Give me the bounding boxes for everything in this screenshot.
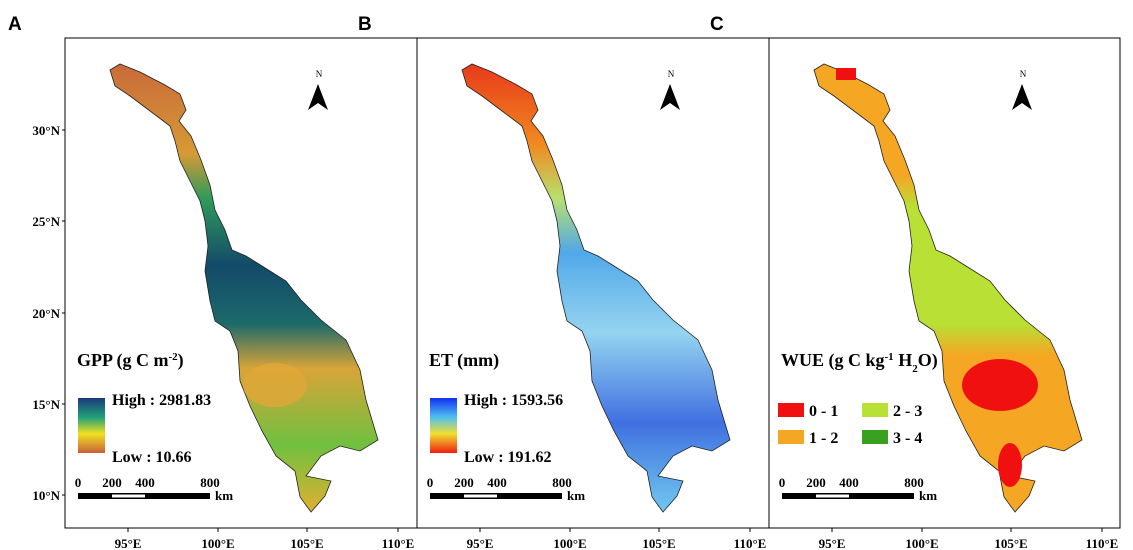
legend-title-part: -2 (169, 351, 179, 363)
x-axis-label: 105°E (642, 536, 675, 550)
legend-class: 3 - 4 (893, 430, 922, 447)
legend-title-part: O) (918, 350, 938, 371)
x-axis-label: 105°E (290, 536, 323, 550)
x-axis-label: 95°E (467, 536, 494, 550)
north-arrow (670, 84, 680, 110)
legend-high: High : 1593.56 (464, 392, 563, 409)
legend-class: 0 - 1 (809, 403, 838, 420)
legend-colorbar (430, 398, 457, 453)
north-arrow (1022, 84, 1032, 110)
north-label: N (668, 69, 675, 79)
legend-title-part: WUE (g C kg (781, 350, 885, 371)
legend-title: GPP (g C m-2) (77, 350, 184, 371)
scale-label: 800 (552, 475, 572, 490)
basin-map (813, 63, 1083, 513)
legend-high: High : 2981.83 (112, 392, 211, 409)
basin-map (461, 63, 731, 513)
scale-label: 800 (200, 475, 220, 490)
legend-class: 1 - 2 (809, 430, 838, 447)
legend-title-part: 2 (912, 363, 918, 375)
north-label: N (1020, 69, 1027, 79)
north-arrow (308, 84, 318, 110)
x-axis-label: 100°E (553, 536, 586, 550)
legend-swatch (778, 403, 804, 417)
y-axis-label: 25°N (32, 214, 60, 229)
scale-label: 400 (487, 475, 507, 490)
basin-map (109, 63, 379, 513)
scale-unit: km (215, 488, 233, 503)
north-arrow (660, 84, 670, 110)
scale-bar (112, 494, 145, 498)
panel-label: C (710, 14, 724, 35)
legend-low: Low : 10.66 (112, 449, 192, 466)
map-patch (962, 359, 1038, 411)
legend-swatch (862, 430, 888, 444)
map-patch (836, 68, 856, 80)
legend-title: ET (mm) (429, 350, 499, 371)
y-axis-label: 15°N (32, 397, 60, 412)
scale-label: 400 (135, 475, 155, 490)
scale-unit: km (567, 488, 585, 503)
legend-title-part: H (894, 350, 913, 370)
legend-swatch (778, 430, 804, 444)
north-arrow (1012, 84, 1022, 110)
panel-label: A (8, 14, 22, 35)
x-axis-label: 105°E (994, 536, 1027, 550)
x-axis-label: 100°E (201, 536, 234, 550)
scale-label: 200 (102, 475, 122, 490)
north-label: N (316, 69, 323, 79)
legend-title: WUE (g C kg-1 H2O) (781, 350, 938, 375)
legend-low: Low : 191.62 (464, 449, 552, 466)
legend-class: 2 - 3 (893, 403, 922, 420)
scale-bar (816, 494, 849, 498)
x-axis-label: 95°E (115, 536, 142, 550)
scale-label: 200 (454, 475, 474, 490)
legend-title-part: ) (178, 350, 184, 371)
legend-title-part: ET (mm) (429, 350, 499, 371)
x-axis-label: 110°E (382, 536, 415, 550)
scale-label: 800 (904, 475, 924, 490)
scale-label: 0 (427, 475, 434, 490)
scale-label: 0 (75, 475, 82, 490)
y-axis-label: 30°N (32, 123, 60, 138)
x-axis-label: 110°E (1086, 536, 1119, 550)
scale-label: 200 (806, 475, 826, 490)
x-axis-label: 95°E (819, 536, 846, 550)
x-axis-label: 110°E (734, 536, 767, 550)
y-axis-label: 20°N (32, 306, 60, 321)
y-axis-label: 10°N (32, 488, 60, 503)
north-arrow (318, 84, 328, 110)
legend-title-part: -1 (885, 351, 894, 363)
legend-colorbar (78, 398, 105, 453)
map-patch (998, 443, 1022, 487)
map-patch (243, 363, 307, 407)
panel-label: B (358, 14, 372, 35)
scale-bar (464, 494, 497, 498)
legend-swatch (862, 403, 888, 417)
legend-title-part: GPP (g C m (77, 350, 169, 371)
scale-unit: km (919, 488, 937, 503)
scale-label: 400 (839, 475, 859, 490)
x-axis-label: 100°E (905, 536, 938, 550)
scale-label: 0 (779, 475, 786, 490)
frame (64, 37, 1121, 529)
